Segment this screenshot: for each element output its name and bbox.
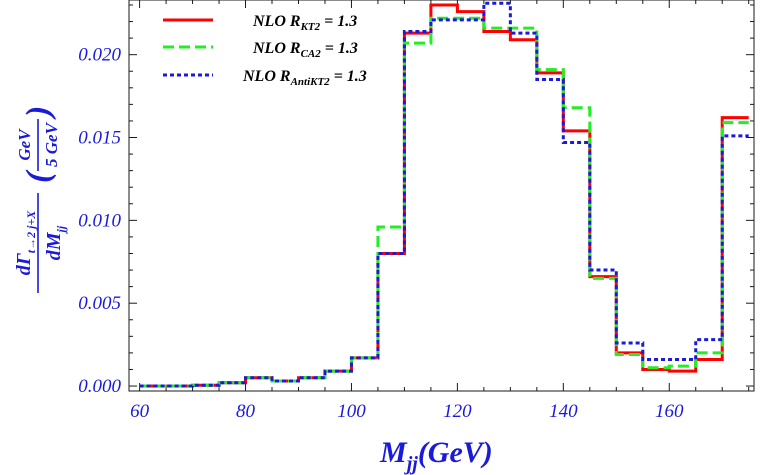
svg-text:5 GeV: 5 GeV	[42, 121, 61, 167]
series-lines	[139, 1, 749, 388]
svg-text:): )	[20, 106, 57, 120]
y-tick-label: 0.010	[78, 210, 121, 231]
svg-text:dΓt→2 j+X: dΓt→2 j+X	[13, 210, 38, 276]
x-tick-label: 100	[337, 401, 366, 422]
series-line-ca2	[139, 16, 749, 388]
legend-label: NLO RAntiKT2 = 1.3	[242, 68, 367, 88]
series-line-kt2	[139, 3, 749, 388]
x-tick-label: 60	[130, 401, 150, 422]
plot-frame	[128, 0, 755, 392]
x-axis-label: Mjj(GeV)	[379, 436, 493, 475]
legend-label: NLO RKT2 = 1.3	[252, 13, 357, 33]
y-tick-label: 0.000	[78, 376, 121, 397]
axis-ticks	[129, 0, 754, 391]
x-tick-label: 160	[655, 401, 684, 422]
y-tick-label: 0.020	[78, 45, 121, 66]
series-line-antikt2	[139, 1, 749, 388]
y-tick-labels: 0.000 0.005 0.010 0.015 0.020	[78, 45, 121, 397]
svg-text:(: (	[20, 169, 57, 183]
svg-text:dMjj: dMjj	[43, 225, 68, 260]
legend-label: NLO RCA2 = 1.3	[252, 40, 358, 60]
y-tick-label: 0.015	[78, 128, 121, 149]
legend: NLO RKT2 = 1.3 NLO RCA2 = 1.3 NLO RAntiKT2…	[163, 13, 367, 88]
x-tick-labels: 60 80 100 120 140 160	[130, 401, 684, 422]
x-tick-label: 120	[443, 401, 472, 422]
y-tick-label: 0.005	[78, 293, 121, 314]
x-tick-label: 80	[236, 401, 256, 422]
svg-text:GeV: GeV	[15, 128, 34, 161]
y-axis-label: dΓt→2 j+X dMjj ( GeV 5 GeV )	[13, 106, 68, 293]
x-tick-label: 140	[549, 401, 578, 422]
